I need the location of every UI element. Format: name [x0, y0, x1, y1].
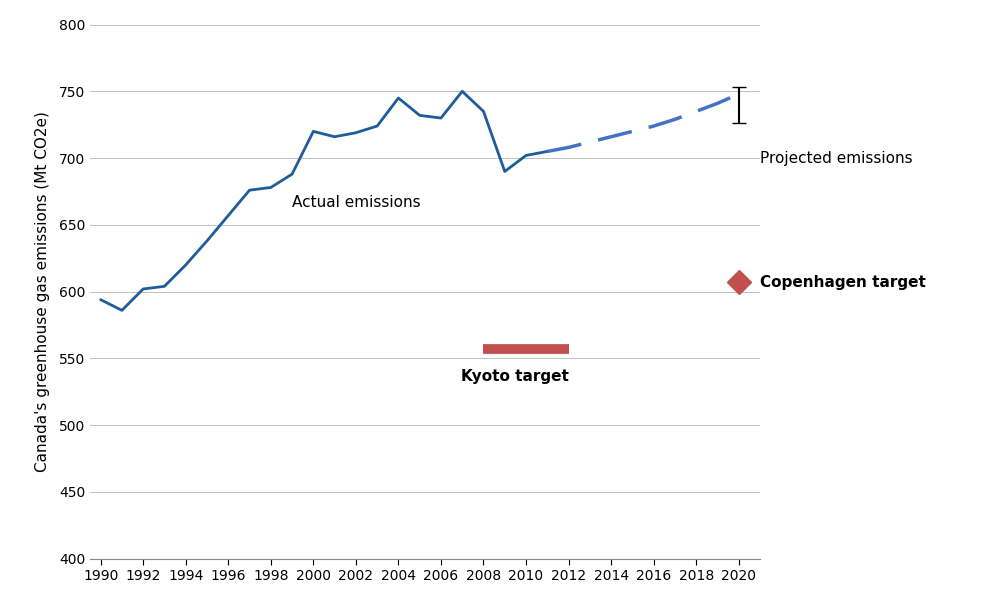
Text: Projected emissions: Projected emissions: [760, 150, 913, 166]
Text: Kyoto target: Kyoto target: [461, 369, 569, 384]
Text: Actual emissions: Actual emissions: [292, 195, 420, 209]
Text: Copenhagen target: Copenhagen target: [760, 275, 926, 290]
Y-axis label: Canada's greenhouse gas emissions (Mt CO2e): Canada's greenhouse gas emissions (Mt CO…: [35, 111, 50, 472]
